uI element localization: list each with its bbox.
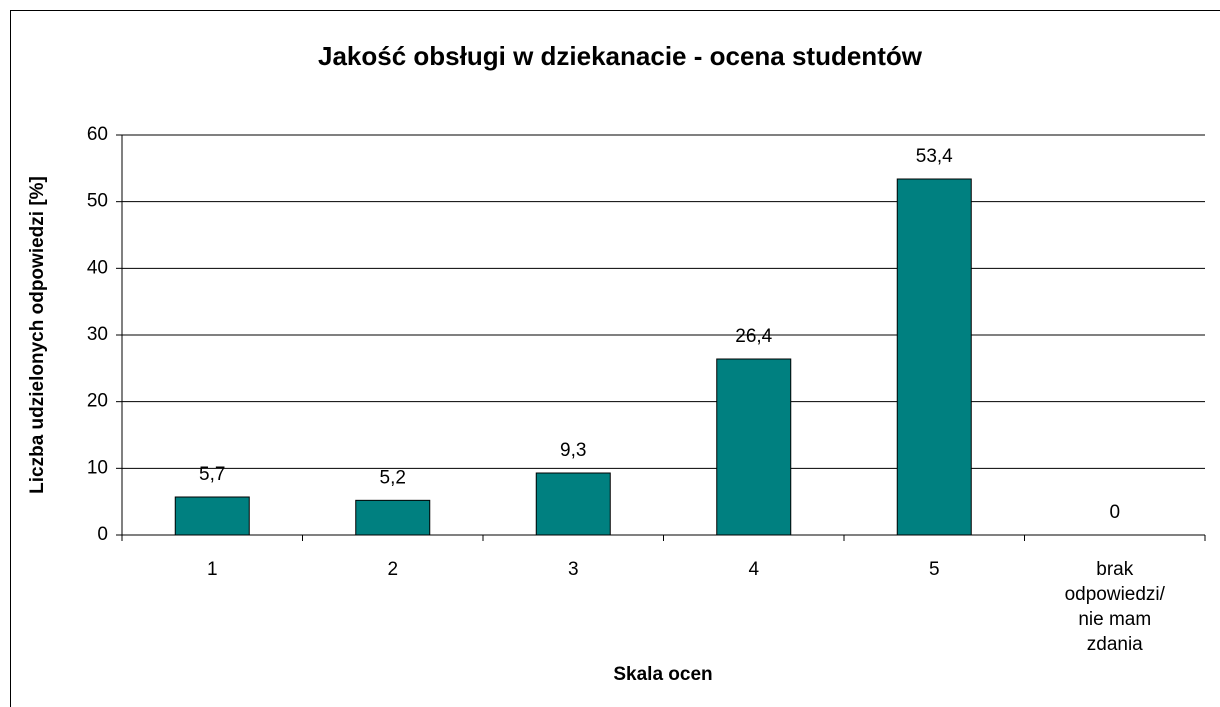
x-tick-label: brak odpowiedzi/ nie mam zdania	[1064, 559, 1165, 655]
value-label: 5,7	[199, 464, 225, 485]
x-tick-label-box: 4	[748, 559, 760, 580]
y-axis-label: Liczba udzielonych odpowiedzi [%]	[27, 176, 48, 494]
y-tick-label: 40	[87, 257, 108, 278]
x-tick-label-box: 3	[567, 559, 579, 580]
bar	[716, 358, 792, 536]
x-tick-label-box: 5	[928, 559, 940, 580]
y-tick-label: 0	[97, 524, 108, 545]
value-label: 26,4	[735, 326, 772, 347]
bar	[174, 496, 250, 536]
bar	[535, 472, 611, 536]
x-tick-label: 1	[206, 559, 218, 580]
x-tick-label: 2	[387, 559, 399, 580]
y-tick-label: 50	[87, 191, 108, 212]
bar	[355, 499, 431, 536]
x-tick-label-box: 2	[387, 559, 399, 580]
chart-title: Jakość obsługi w dziekanacie - ocena stu…	[318, 41, 923, 71]
value-label: 9,3	[560, 440, 586, 461]
value-label: 0	[1109, 502, 1120, 523]
x-tick-label: 3	[567, 559, 579, 580]
x-axis-label: Skala ocen	[613, 664, 712, 685]
chart-border	[10, 10, 1220, 707]
x-tick-label: 5	[928, 559, 940, 580]
y-tick-label: 20	[87, 391, 108, 412]
value-label: 5,2	[380, 467, 406, 488]
x-tick-label-box: 1	[206, 559, 218, 580]
y-tick-label: 10	[87, 457, 108, 478]
bar	[896, 178, 972, 536]
value-label: 53,4	[916, 146, 953, 167]
y-tick-label: 30	[87, 324, 108, 345]
x-tick-label: 4	[748, 559, 760, 580]
y-tick-label: 60	[87, 124, 108, 145]
x-tick-label-box: brak odpowiedzi/ nie mam zdania	[1064, 559, 1165, 655]
